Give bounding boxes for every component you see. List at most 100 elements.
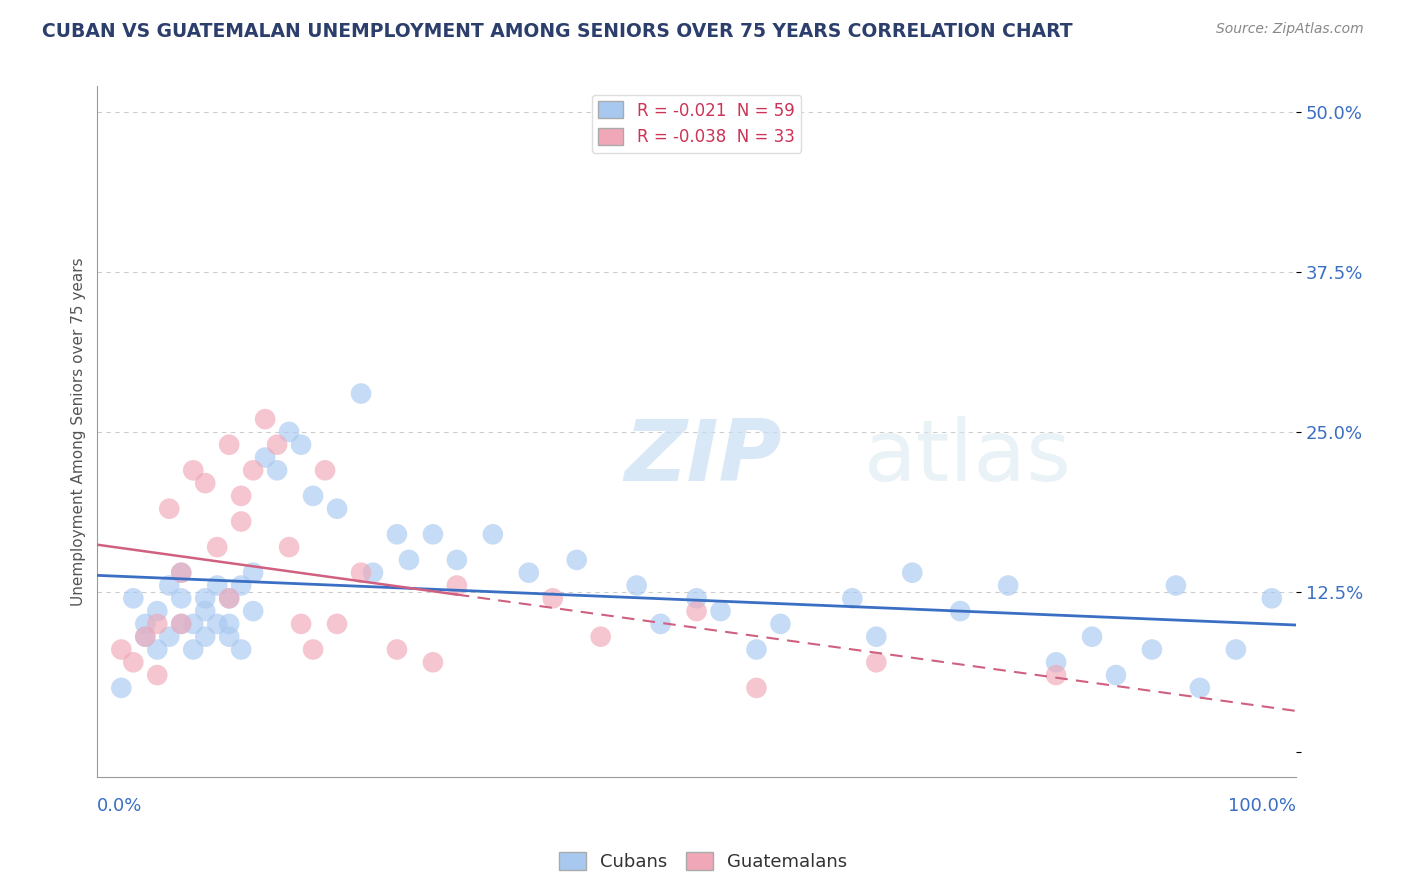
Point (170, 566, 193, 580)
Y-axis label: Unemployment Among Seniors over 75 years: Unemployment Among Seniors over 75 years (72, 258, 86, 607)
Point (290, 438, 312, 452)
Point (157, 578, 180, 592)
Point (565, 553, 588, 567)
Point (242, 604, 264, 618)
Point (385, 527, 408, 541)
Point (446, 553, 468, 567)
Point (326, 616, 349, 631)
Legend: R = -0.021  N = 59, R = -0.038  N = 33: R = -0.021 N = 59, R = -0.038 N = 33 (592, 95, 801, 153)
Point (194, 630, 217, 644)
Point (302, 642, 325, 657)
Point (841, 591, 863, 606)
Point (326, 501, 349, 516)
Point (1261, 591, 1284, 606)
Point (650, 616, 672, 631)
Point (194, 604, 217, 618)
Point (110, 681, 132, 695)
Point (254, 450, 277, 465)
Text: atlas: atlas (865, 416, 1073, 499)
Point (997, 578, 1019, 592)
Point (181, 463, 204, 477)
Point (231, 578, 253, 592)
Point (134, 630, 156, 644)
Point (134, 616, 156, 631)
Point (302, 489, 325, 503)
Point (122, 591, 145, 606)
Point (385, 642, 408, 657)
Point (146, 616, 169, 631)
Point (278, 540, 301, 554)
Point (266, 463, 288, 477)
Point (170, 616, 193, 631)
Point (205, 578, 228, 592)
Text: 100.0%: 100.0% (1227, 797, 1296, 814)
Point (218, 591, 240, 606)
Point (181, 642, 204, 657)
Point (949, 604, 972, 618)
Point (398, 553, 420, 567)
Point (146, 642, 169, 657)
Point (745, 681, 768, 695)
Point (541, 591, 564, 606)
Legend: Cubans, Guatemalans: Cubans, Guatemalans (551, 845, 855, 879)
Point (314, 463, 336, 477)
Point (901, 566, 924, 580)
Text: CUBAN VS GUATEMALAN UNEMPLOYMENT AMONG SENIORS OVER 75 YEARS CORRELATION CHART: CUBAN VS GUATEMALAN UNEMPLOYMENT AMONG S… (42, 22, 1073, 41)
Point (709, 604, 731, 618)
Point (745, 642, 768, 657)
Point (218, 616, 240, 631)
Point (242, 566, 264, 580)
Point (1081, 630, 1104, 644)
Point (205, 540, 228, 554)
Point (218, 438, 240, 452)
Point (290, 616, 312, 631)
Point (422, 527, 444, 541)
Point (218, 591, 240, 606)
Point (266, 438, 288, 452)
Point (134, 630, 156, 644)
Point (146, 604, 169, 618)
Point (1225, 642, 1247, 657)
Point (231, 642, 253, 657)
Point (865, 630, 887, 644)
Point (170, 616, 193, 631)
Point (218, 630, 240, 644)
Point (1105, 668, 1128, 682)
Point (350, 566, 373, 580)
Point (146, 668, 169, 682)
Point (865, 655, 887, 669)
Point (254, 412, 277, 426)
Point (626, 578, 648, 592)
Point (1164, 578, 1187, 592)
Point (231, 515, 253, 529)
Point (278, 425, 301, 439)
Text: ZIP: ZIP (624, 416, 782, 499)
Point (157, 501, 180, 516)
Point (122, 655, 145, 669)
Point (446, 578, 468, 592)
Point (157, 630, 180, 644)
Point (482, 527, 505, 541)
Point (1045, 655, 1067, 669)
Point (685, 591, 707, 606)
Text: Source: ZipAtlas.com: Source: ZipAtlas.com (1216, 22, 1364, 37)
Point (589, 630, 612, 644)
Point (1045, 668, 1067, 682)
Point (361, 566, 384, 580)
Point (205, 616, 228, 631)
Point (350, 386, 373, 401)
Point (242, 463, 264, 477)
Point (769, 616, 792, 631)
Point (1140, 642, 1163, 657)
Point (685, 604, 707, 618)
Point (231, 489, 253, 503)
Point (194, 476, 217, 491)
Point (1188, 681, 1211, 695)
Point (170, 591, 193, 606)
Point (181, 616, 204, 631)
Point (110, 642, 132, 657)
Text: 0.0%: 0.0% (97, 797, 143, 814)
Point (517, 566, 540, 580)
Point (170, 566, 193, 580)
Point (422, 655, 444, 669)
